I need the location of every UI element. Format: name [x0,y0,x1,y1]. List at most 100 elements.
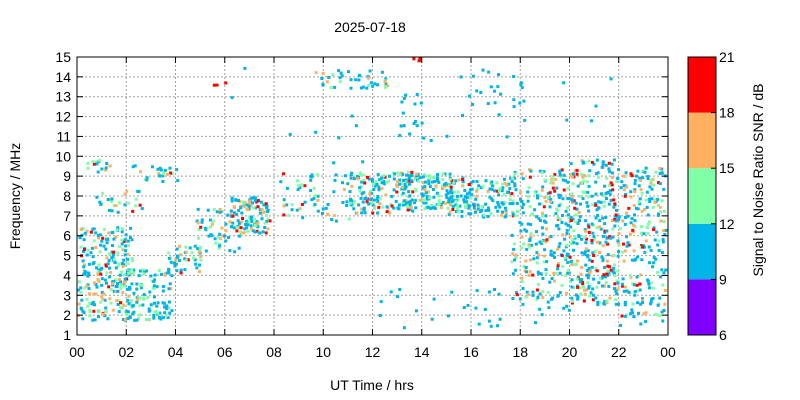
data-point [424,191,428,195]
data-point [188,246,192,250]
data-point [436,173,439,176]
data-point [631,311,634,315]
data-point [244,203,248,207]
data-point [566,206,570,210]
data-point [539,272,543,276]
data-point [326,212,330,216]
data-point [594,202,598,205]
data-point [627,290,631,294]
data-point [541,211,544,215]
data-point [352,177,356,181]
data-point [147,317,151,321]
data-point [660,310,664,314]
data-point [646,222,650,226]
colorbar-tick-label: 18 [719,105,735,121]
data-point [103,227,106,231]
data-point [92,281,96,285]
data-point [652,261,656,265]
data-point [630,174,634,178]
data-point [371,203,375,207]
data-point [420,121,424,125]
data-point [594,249,598,253]
data-point [570,263,574,267]
data-point [587,195,591,199]
data-point [87,262,91,266]
data-point [248,199,252,203]
data-point [662,309,666,312]
data-point [527,273,531,277]
data-point [587,231,591,234]
data-point [601,160,605,164]
data-point [153,301,156,305]
x-tick-label: 22 [611,344,627,360]
data-point [258,231,262,235]
data-point [163,272,167,275]
data-point [606,242,610,246]
data-point [428,176,432,180]
data-point [97,315,100,319]
data-point [108,266,111,270]
data-point [86,248,90,252]
data-point [617,218,621,222]
data-point [97,310,101,314]
data-point [100,295,104,298]
data-point [513,214,517,217]
data-point [119,280,122,284]
data-point [638,202,642,206]
data-point [230,199,234,203]
data-point [587,209,591,213]
data-point [338,80,342,84]
data-point [644,311,648,315]
data-point [462,306,466,309]
data-point [601,216,605,220]
data-point [390,204,394,208]
data-point [434,184,438,188]
data-point [429,139,433,142]
colorbar-bin [688,279,716,335]
data-point [654,170,658,174]
data-point [345,204,349,207]
data-point [314,194,317,198]
data-point [334,173,338,177]
data-point [442,201,445,205]
data-point [450,179,454,183]
data-point [469,181,473,185]
data-point [520,206,524,210]
data-point [576,222,580,225]
data-point [504,211,508,215]
data-point [332,214,336,218]
data-point [656,243,660,247]
data-point [161,316,165,320]
data-point [565,252,569,256]
data-point [446,206,450,210]
data-point [110,209,114,213]
data-point [632,204,636,207]
data-point [239,226,243,230]
data-point [290,208,294,212]
data-point [373,184,377,188]
data-point [461,184,465,188]
data-point [86,166,90,170]
data-point [233,206,236,209]
data-point [436,203,440,206]
data-point [414,206,418,210]
data-point [542,254,546,258]
data-point [430,180,434,184]
data-point [467,204,471,208]
data-point [339,71,343,75]
data-point [526,195,530,199]
data-point [107,285,111,289]
data-point [536,270,540,274]
data-point [652,226,656,230]
data-point [497,73,501,77]
data-point [224,222,228,226]
data-point [566,187,570,191]
data-point [199,225,203,229]
data-point [140,207,144,211]
data-point [194,262,198,266]
data-point [85,297,89,301]
data-point [601,259,605,263]
data-point [568,235,572,239]
data-point [362,206,366,210]
colorbar-tick-label: 15 [719,160,735,176]
